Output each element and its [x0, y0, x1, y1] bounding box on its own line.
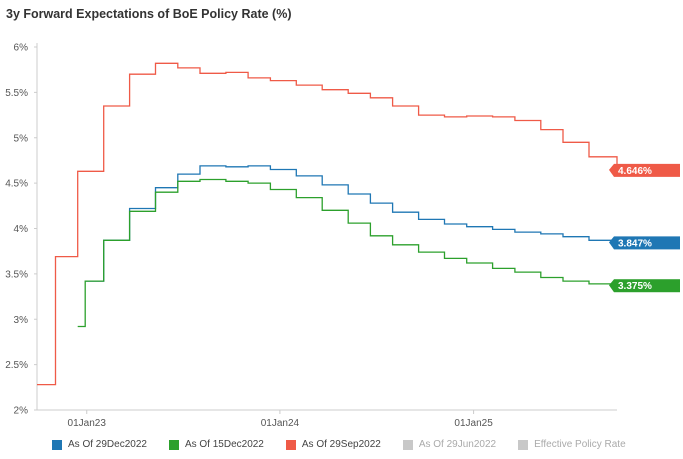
- legend-item-4[interactable]: As Of 29Jun2022: [402, 439, 497, 450]
- x-tick-label: 01Jan24: [261, 418, 300, 429]
- legend-label: As Of 29Dec2022: [68, 439, 147, 450]
- legend-swatch: [402, 439, 413, 450]
- y-tick-label: 6%: [14, 43, 29, 54]
- legend-label: As Of 15Dec2022: [184, 439, 264, 450]
- end-label-layer: 3.847% 3.375% 4.646%: [609, 163, 680, 293]
- series-line-3: [37, 62, 618, 386]
- y-tick-label: 4%: [14, 224, 29, 235]
- x-tick-label: 01Jan25: [454, 418, 493, 429]
- legend-item-3[interactable]: As Of 29Sep2022: [285, 439, 381, 450]
- end-label-box: [614, 236, 680, 250]
- chart-axes: 6% 5.5% 5% 4.5% 4% 3.5% 3% 2.5% 2% 01Jan23 01Jan24…: [5, 43, 617, 429]
- y-tick-label: 2%: [14, 406, 29, 417]
- legend-swatch: [285, 439, 296, 450]
- end-label-pointer: [609, 163, 614, 177]
- y-tick-label: 3.5%: [5, 269, 28, 280]
- legend-swatch: [52, 439, 62, 450]
- legend-item-5[interactable]: Effective Policy Rate: [518, 439, 626, 450]
- end-label-1: 3.847%: [609, 236, 680, 250]
- y-tick-label: 4.5%: [5, 179, 28, 190]
- x-tick-label: 01Jan23: [68, 418, 107, 429]
- end-label-text: 3.847%: [618, 238, 652, 249]
- chart-legend: As Of 29Dec2022 As Of 15Dec2022 As Of 29Se…: [52, 439, 626, 450]
- series-line-2: [77, 178, 618, 328]
- end-label-2: 3.375%: [609, 279, 680, 293]
- legend-item-2[interactable]: As Of 15Dec2022: [168, 439, 264, 450]
- legend-label: As Of 29Jun2022: [418, 439, 497, 450]
- series-layer: [37, 62, 618, 386]
- y-tick-label: 5.5%: [5, 88, 28, 99]
- y-tick-label: 5%: [14, 133, 29, 144]
- end-label-text: 4.646%: [618, 166, 652, 177]
- end-label-3: 4.646%: [609, 163, 680, 177]
- legend-swatch: [168, 439, 179, 450]
- legend-swatch: [518, 439, 529, 450]
- end-label-pointer: [609, 279, 614, 293]
- legend-label: As Of 29Sep2022: [301, 439, 381, 450]
- y-tick-label: 3%: [14, 315, 29, 326]
- end-label-box: [614, 163, 680, 177]
- end-label-box: [614, 279, 680, 293]
- legend-item-1[interactable]: As Of 29Dec2022: [52, 439, 147, 450]
- end-label-pointer: [609, 236, 614, 250]
- chart-title: 3y Forward Expectations of BoE Policy Ra…: [6, 7, 292, 21]
- y-tick-label: 2.5%: [5, 360, 28, 371]
- chart-plot: 6% 5.5% 5% 4.5% 4% 3.5% 3% 2.5% 2% 01Jan23 01Jan24…: [5, 43, 680, 429]
- legend-label: Effective Policy Rate: [534, 439, 626, 450]
- end-label-text: 3.375%: [618, 281, 652, 292]
